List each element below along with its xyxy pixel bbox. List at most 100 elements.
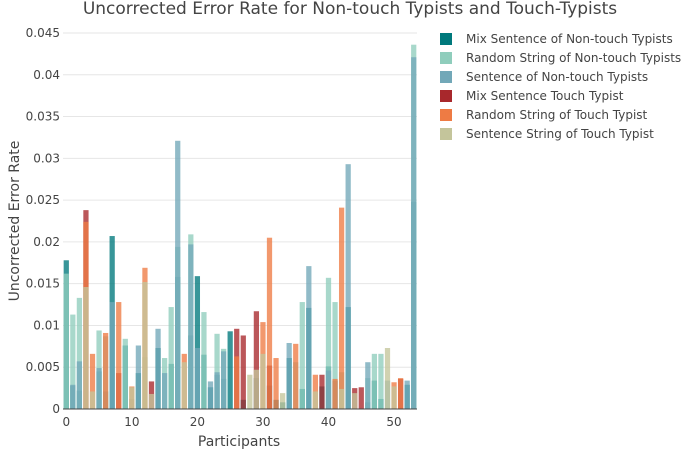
bar (63, 273, 69, 409)
legend-label: Mix Sentence Touch Typist (466, 89, 624, 103)
bar (371, 353, 378, 409)
bar-series (83, 281, 397, 409)
y-axis-title: Uncorrected Error Rate (7, 141, 23, 302)
y-tick-label: 0.045 (26, 26, 60, 40)
bar (188, 244, 194, 409)
legend-swatch (440, 109, 452, 121)
bar (411, 57, 417, 409)
legend-label: Mix Sentence of Non-touch Typists (466, 32, 673, 46)
x-tick-label: 30 (255, 415, 270, 429)
bar (260, 353, 266, 409)
bar (122, 338, 128, 409)
bar (142, 281, 148, 409)
bar (89, 391, 96, 409)
bar (201, 312, 207, 409)
legend-label: Sentence of Non-touch Typists (466, 70, 648, 84)
bar (129, 387, 135, 409)
legend-swatch (440, 33, 452, 45)
bar (266, 237, 273, 409)
bar (293, 343, 299, 409)
bar (273, 358, 279, 409)
bar (155, 328, 161, 409)
bar (319, 374, 325, 409)
bar (325, 370, 332, 409)
bar (358, 387, 364, 409)
bar (325, 277, 332, 409)
grid-layer (63, 32, 417, 368)
bar (247, 374, 253, 409)
bar (76, 297, 83, 409)
x-tick-label: 20 (190, 415, 205, 429)
bar (109, 302, 115, 409)
y-tick-label: 0.025 (26, 193, 60, 207)
bar (116, 302, 122, 409)
bar (207, 381, 214, 409)
y-tick-label: 0.03 (33, 151, 60, 165)
bar (194, 276, 201, 409)
bar (352, 393, 358, 409)
bar-series (70, 57, 417, 409)
bar (161, 373, 168, 409)
legend-label: Random String of Touch Typist (466, 108, 648, 122)
y-tick-label: 0 (52, 402, 60, 416)
bar (279, 393, 286, 409)
bar (404, 380, 410, 409)
bar (338, 207, 345, 409)
bar (181, 362, 187, 409)
bar (253, 369, 260, 409)
x-tick-label: 0 (62, 415, 70, 429)
bar (391, 386, 397, 409)
bar (234, 356, 240, 409)
bar (286, 342, 292, 409)
bar (397, 378, 404, 409)
y-tick-label: 0.015 (26, 277, 60, 291)
bar (299, 302, 305, 409)
bar (227, 331, 233, 409)
bar-series (83, 210, 404, 409)
bar (102, 332, 109, 409)
bar (175, 140, 181, 409)
x-axis-title: Participants (198, 434, 280, 450)
bar (312, 391, 319, 409)
bar (345, 164, 351, 409)
bars-layer (63, 44, 417, 409)
axes-layer: 0 0.005 0.01 0.015 0.02 0.025 0.03 0.035 0.04 0.0… (26, 26, 417, 429)
legend-swatch (440, 90, 452, 102)
bar (332, 302, 338, 409)
bar (135, 345, 142, 409)
bar (70, 314, 76, 409)
legend-label: Sentence String of Touch Typist (466, 127, 654, 141)
legend-swatch (440, 52, 452, 64)
x-tick-label: 10 (124, 415, 139, 429)
bar (384, 348, 391, 409)
bar (148, 393, 155, 409)
y-tick-label: 0.02 (33, 235, 60, 249)
bar (306, 266, 312, 409)
y-tick-label: 0.035 (26, 110, 60, 124)
y-tick-label: 0.04 (33, 68, 60, 82)
bar (365, 362, 371, 409)
x-tick-label: 40 (321, 415, 336, 429)
bar (378, 353, 384, 409)
chart-title: Uncorrected Error Rate for Non-touch Typ… (83, 0, 617, 19)
bar (83, 287, 89, 409)
bar (253, 311, 260, 409)
bar (168, 307, 174, 409)
bar (89, 353, 96, 409)
bar (240, 335, 246, 409)
bar (220, 351, 227, 409)
bar (338, 388, 345, 409)
legend-swatch (440, 128, 452, 140)
legend-label: Random String of Non-touch Typists (466, 51, 681, 65)
bar (214, 372, 220, 409)
bar (194, 348, 201, 409)
bar (76, 361, 83, 409)
legend: Mix Sentence of Non-touch Typists Random … (440, 32, 681, 141)
bar (214, 333, 220, 409)
bar (96, 368, 102, 409)
bar (332, 378, 338, 409)
y-tick-label: 0.005 (26, 360, 60, 374)
legend-swatch (440, 71, 452, 83)
